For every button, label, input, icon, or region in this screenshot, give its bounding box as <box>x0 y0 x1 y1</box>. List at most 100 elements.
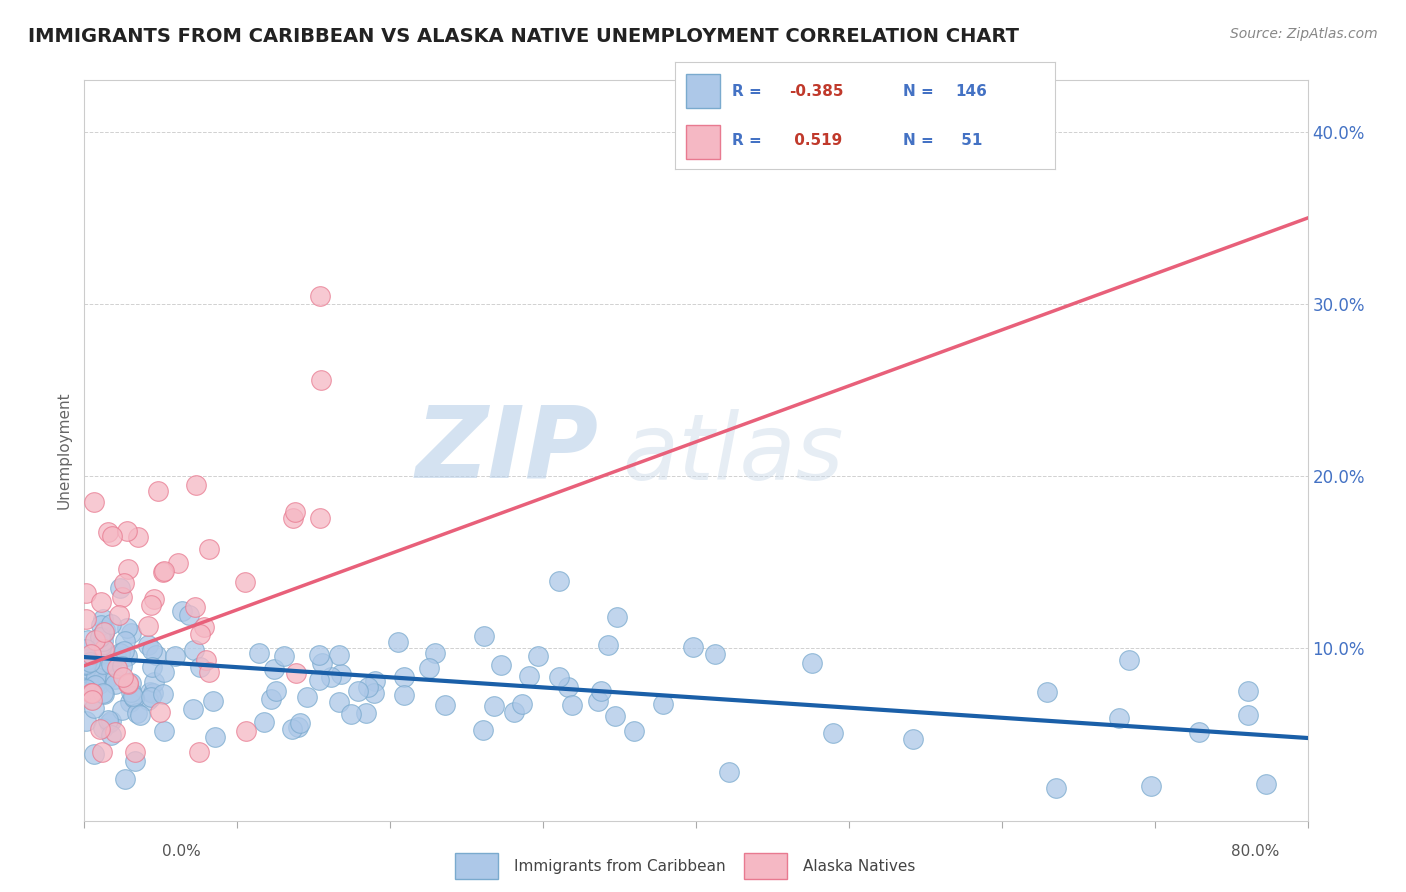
Point <box>1045 780 1067 795</box>
Point <box>364 673 387 688</box>
Point <box>547 670 569 684</box>
Point <box>166 556 188 570</box>
Point <box>718 765 741 780</box>
Point <box>682 640 704 654</box>
Point <box>152 565 174 579</box>
Text: 80.0%: 80.0% <box>1232 845 1279 859</box>
Point <box>115 621 138 635</box>
Point <box>328 694 350 708</box>
Point <box>392 670 415 684</box>
Point <box>247 646 270 660</box>
Text: Immigrants from Caribbean: Immigrants from Caribbean <box>515 859 725 873</box>
Point <box>1139 780 1161 794</box>
FancyBboxPatch shape <box>686 125 720 159</box>
Point <box>93 641 115 656</box>
Point <box>510 697 533 711</box>
Point <box>527 648 550 663</box>
Point <box>90 617 112 632</box>
Point <box>111 702 134 716</box>
Point <box>170 604 193 618</box>
Point <box>91 657 114 671</box>
Point <box>598 638 620 652</box>
Point <box>354 706 377 721</box>
Point <box>117 562 139 576</box>
Point <box>101 529 124 543</box>
Point <box>86 648 108 663</box>
Point <box>104 677 127 691</box>
Point <box>233 575 256 590</box>
Point <box>503 706 526 720</box>
Point <box>112 576 135 591</box>
Point <box>591 684 613 698</box>
Point <box>201 694 224 708</box>
Point <box>89 722 111 736</box>
Point <box>89 631 111 645</box>
Point <box>319 670 342 684</box>
Point <box>482 699 505 714</box>
Point <box>91 722 114 736</box>
Point <box>152 686 174 700</box>
Text: N =: N = <box>903 84 939 99</box>
Point <box>204 730 226 744</box>
Point <box>703 647 725 661</box>
Point <box>93 686 115 700</box>
Point <box>139 685 162 699</box>
Point <box>108 608 131 623</box>
Point <box>136 693 159 707</box>
Point <box>152 724 174 739</box>
Point <box>273 649 295 664</box>
Point <box>330 667 353 681</box>
Point <box>423 646 446 660</box>
Text: atlas: atlas <box>623 409 844 500</box>
Text: -0.385: -0.385 <box>789 84 844 99</box>
Point <box>517 669 540 683</box>
Text: R =: R = <box>731 84 766 99</box>
Point <box>142 686 165 700</box>
Point <box>606 610 628 624</box>
Point <box>77 652 100 666</box>
Point <box>1118 653 1140 667</box>
Point <box>340 707 363 722</box>
Point <box>100 728 122 742</box>
Point <box>108 646 131 660</box>
Point <box>623 724 645 739</box>
Point <box>309 372 332 386</box>
Point <box>117 677 139 691</box>
Point <box>114 633 136 648</box>
Point <box>141 690 163 704</box>
Point <box>80 686 103 700</box>
Point <box>363 686 385 700</box>
Point <box>127 706 149 720</box>
Point <box>188 660 211 674</box>
Point <box>84 673 107 687</box>
Point <box>491 657 513 672</box>
Point <box>801 657 824 671</box>
Point <box>311 657 333 671</box>
Text: ZIP: ZIP <box>415 402 598 499</box>
Point <box>474 630 496 644</box>
Point <box>80 647 103 661</box>
FancyBboxPatch shape <box>686 74 720 109</box>
Point <box>120 676 142 690</box>
Point <box>84 633 107 648</box>
Point <box>1236 684 1258 698</box>
Point <box>235 723 257 738</box>
Point <box>346 683 368 698</box>
Point <box>184 478 207 492</box>
Point <box>75 661 97 675</box>
Point <box>96 672 118 686</box>
Point <box>80 693 103 707</box>
Point <box>75 656 97 670</box>
Point <box>198 665 221 679</box>
Point <box>111 590 134 604</box>
Point <box>77 633 100 648</box>
Point <box>139 598 162 612</box>
Point <box>83 701 105 715</box>
Text: 146: 146 <box>956 84 987 99</box>
Point <box>104 649 127 664</box>
Point <box>120 695 142 709</box>
Point <box>75 658 97 673</box>
Point <box>1256 777 1278 791</box>
Point <box>93 687 115 701</box>
Point <box>93 626 115 640</box>
